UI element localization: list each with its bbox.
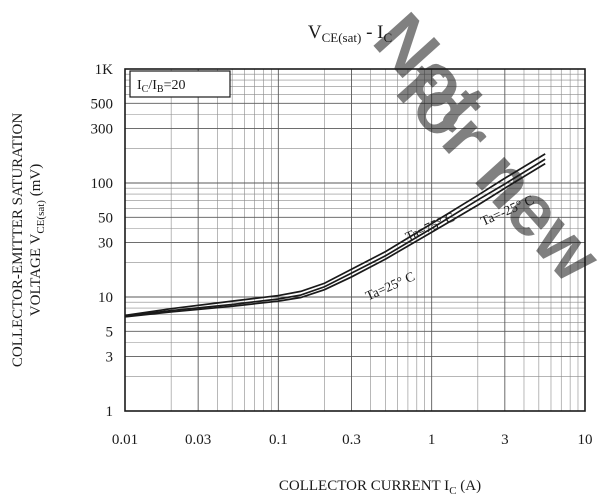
y-axis-title-line1: COLLECTOR-EMITTER SATURATION [10, 113, 26, 367]
cond-s2: B [157, 84, 164, 95]
title-separator: - I [361, 22, 383, 43]
x-tick-label: 1 [428, 432, 436, 448]
x-axis-title-sub: C [449, 485, 456, 497]
cond-val: =20 [164, 78, 186, 93]
series-line-2 [124, 162, 546, 318]
y-tick-label: 10 [98, 290, 113, 306]
condition-box: IC/IB=20 [129, 70, 231, 98]
y-tick-label: 100 [91, 176, 114, 192]
series-line-0 [124, 153, 546, 317]
series-curves [124, 153, 546, 318]
y-tick-label: 5 [106, 324, 114, 340]
condition-text: IC/IB=20 [137, 78, 185, 95]
x-tick-label: 0.1 [269, 432, 288, 448]
x-tick-label: 0.03 [185, 432, 211, 448]
series-label-2: Ta=25° C [363, 269, 417, 304]
title-main-subscript: CE(sat) [322, 30, 362, 45]
cond-slash: /I [148, 78, 157, 93]
y-axis-title: COLLECTOR-EMITTER SATURATION VOLTAGE VCE… [10, 113, 47, 367]
y-axis-title-line2-unit: (mV) [28, 164, 44, 200]
curve-labels: Ta=75° C Ta=-25° CTa=25° C [363, 192, 536, 303]
y-tick-label: 3 [106, 350, 114, 366]
x-axis-title-main: COLLECTOR CURRENT I [279, 478, 449, 494]
chart-title: VCE(sat) - IC [308, 22, 392, 45]
plot-frame [124, 68, 586, 412]
cond-i1: I [137, 78, 142, 93]
series-label-0: Ta=75° C [403, 209, 457, 244]
x-axis-title-unit: (A) [457, 478, 482, 494]
title-main: V [308, 22, 322, 43]
y-tick-label: 300 [91, 122, 114, 138]
minor-gridlines [125, 69, 585, 411]
y-tick-label: 1 [106, 404, 114, 420]
y-tick-label: 30 [98, 236, 113, 252]
y-tick-labels: 1 3 5 10 30 50 100 300 500 1K [91, 62, 114, 420]
condition-box-border [129, 70, 231, 98]
x-tick-label: 0.01 [112, 432, 138, 448]
x-axis-title: COLLECTOR CURRENT IC (A) [279, 478, 481, 497]
title-sep-subscript: C [383, 30, 392, 45]
y-axis-title-line2-sub: CE(sat) [35, 200, 47, 234]
y-axis-title-line2-main: VOLTAGE V [28, 233, 44, 316]
x-tick-label: 3 [501, 432, 509, 448]
y-tick-label: 1K [95, 62, 114, 78]
x-tick-label: 10 [578, 432, 593, 448]
x-tick-labels: 0.01 0.03 0.1 0.3 1 3 10 [112, 432, 593, 448]
y-tick-label: 50 [98, 210, 113, 226]
x-tick-label: 0.3 [342, 432, 361, 448]
y-axis-title-line2: VOLTAGE VCE(sat) (mV) [28, 164, 47, 316]
cond-s1: C [142, 84, 149, 95]
series-line-1 [124, 158, 546, 317]
y-tick-label: 500 [91, 96, 114, 112]
